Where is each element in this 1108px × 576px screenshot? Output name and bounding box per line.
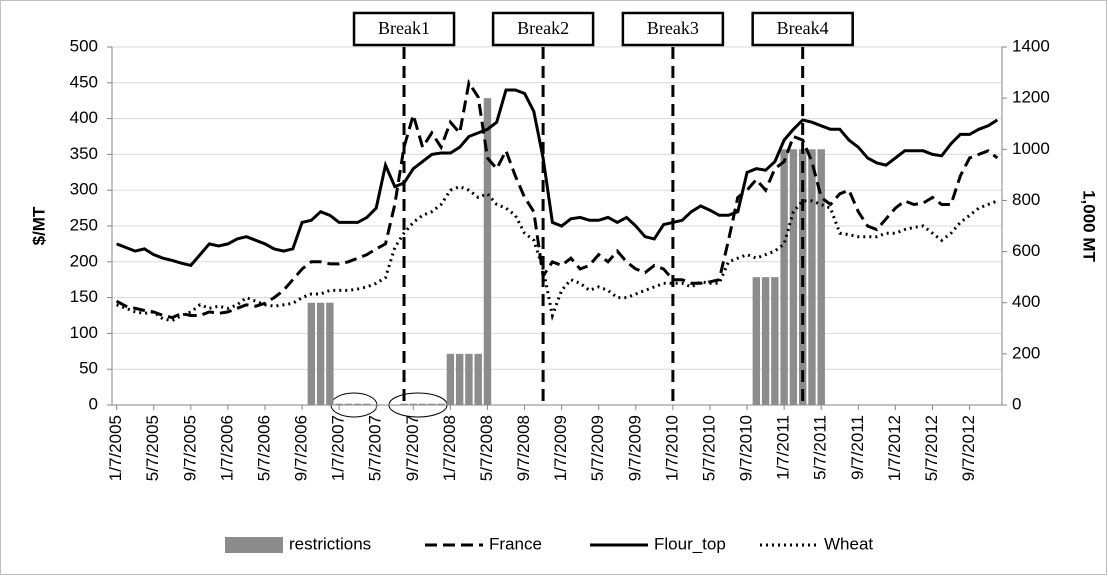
bar bbox=[465, 353, 473, 405]
x-tick-label: 1/7/2006 bbox=[217, 415, 236, 481]
x-tick-label: 5/7/2008 bbox=[477, 415, 496, 481]
y-tick-label: 150 bbox=[70, 287, 98, 306]
bar bbox=[409, 403, 418, 405]
x-tick-label: 9/7/2009 bbox=[625, 415, 644, 481]
bar bbox=[483, 98, 492, 406]
bar bbox=[474, 353, 482, 405]
y2-tick-label: 0 bbox=[1012, 394, 1021, 413]
break-label: Break4 bbox=[777, 18, 829, 38]
bar bbox=[455, 353, 464, 405]
x-tick-label: 9/7/2006 bbox=[292, 415, 311, 481]
y-tick-label: 200 bbox=[70, 251, 98, 270]
x-tick-label: 1/7/2012 bbox=[885, 415, 904, 481]
bar bbox=[363, 403, 371, 405]
x-tick-label: 9/7/2007 bbox=[403, 415, 422, 481]
x-tick-label: 5/7/2009 bbox=[588, 415, 607, 481]
break-box bbox=[352, 11, 456, 47]
x-tick-label: 5/7/2005 bbox=[143, 415, 162, 481]
y-tick-label: 500 bbox=[70, 36, 98, 55]
bar bbox=[446, 353, 455, 405]
x-tick-label: 5/7/2006 bbox=[254, 415, 273, 481]
y2-tick-label: 1200 bbox=[1012, 88, 1050, 107]
y2-tick-label: 1400 bbox=[1012, 36, 1050, 55]
bar bbox=[761, 277, 770, 405]
bar bbox=[316, 302, 325, 405]
bar bbox=[752, 277, 761, 405]
y2-tick-label: 400 bbox=[1012, 292, 1040, 311]
break-label: Break2 bbox=[517, 18, 569, 38]
y2-tick-label: 800 bbox=[1012, 190, 1040, 209]
y2-tick-label: 600 bbox=[1012, 241, 1040, 260]
y-tick-label: 400 bbox=[70, 108, 98, 127]
y-tick-label: 300 bbox=[70, 180, 98, 199]
y-tick-label: 350 bbox=[70, 144, 98, 163]
x-tick-label: 5/7/2007 bbox=[366, 415, 385, 481]
bar bbox=[335, 403, 343, 405]
bar bbox=[808, 149, 816, 405]
x-tick-label: 5/7/2010 bbox=[699, 415, 718, 481]
bar bbox=[771, 277, 779, 405]
bar bbox=[400, 403, 408, 405]
x-tick-label: 1/7/2008 bbox=[440, 415, 459, 481]
bar bbox=[307, 302, 316, 405]
bar bbox=[418, 403, 427, 405]
legend-label: Flour_top bbox=[654, 534, 726, 553]
bar bbox=[817, 149, 825, 405]
legend-label: France bbox=[489, 534, 542, 553]
x-tick-label: 9/7/2010 bbox=[737, 415, 756, 481]
break-label: Break3 bbox=[647, 18, 699, 38]
break-label: Break1 bbox=[378, 18, 430, 38]
y-tick-label: 250 bbox=[70, 215, 98, 234]
y2-tick-label: 200 bbox=[1012, 343, 1040, 362]
y2-axis-label: 1,000 MT bbox=[1080, 190, 1099, 262]
bar bbox=[326, 302, 334, 405]
y-tick-label: 100 bbox=[70, 323, 98, 342]
x-tick-label: 9/7/2005 bbox=[180, 415, 199, 481]
legend-label: restrictions bbox=[289, 534, 371, 553]
x-tick-label: 1/7/2009 bbox=[551, 415, 570, 481]
x-tick-label: 5/7/2011 bbox=[811, 415, 830, 480]
y2-tick-label: 1000 bbox=[1012, 139, 1050, 158]
break-box bbox=[621, 11, 725, 47]
x-tick-label: 1/7/2010 bbox=[662, 415, 681, 481]
bar bbox=[789, 149, 798, 405]
line-dashed bbox=[115, 78, 999, 320]
legend-label: Wheat bbox=[824, 534, 873, 553]
x-tick-label: 9/7/2011 bbox=[848, 415, 867, 480]
bar bbox=[428, 403, 436, 405]
x-tick-label: 1/7/2011 bbox=[774, 415, 793, 480]
bar bbox=[780, 149, 788, 405]
bar bbox=[353, 403, 362, 405]
x-tick-label: 1/7/2007 bbox=[329, 415, 348, 481]
bar bbox=[344, 403, 353, 405]
x-tick-label: 9/7/2012 bbox=[959, 415, 978, 481]
x-tick-label: 9/7/2008 bbox=[514, 415, 533, 481]
x-tick-label: 1/7/2005 bbox=[106, 415, 125, 481]
bar bbox=[437, 403, 445, 405]
y-tick-label: 0 bbox=[89, 394, 98, 413]
break-box bbox=[751, 11, 854, 47]
line-solid bbox=[116, 88, 999, 268]
legend-swatch bbox=[225, 537, 283, 553]
y-tick-label: 450 bbox=[70, 72, 98, 91]
break-box bbox=[491, 11, 595, 47]
y-tick-label: 50 bbox=[79, 359, 98, 378]
x-tick-label: 5/7/2012 bbox=[922, 415, 941, 481]
y-axis-label: $/MT bbox=[29, 206, 48, 245]
